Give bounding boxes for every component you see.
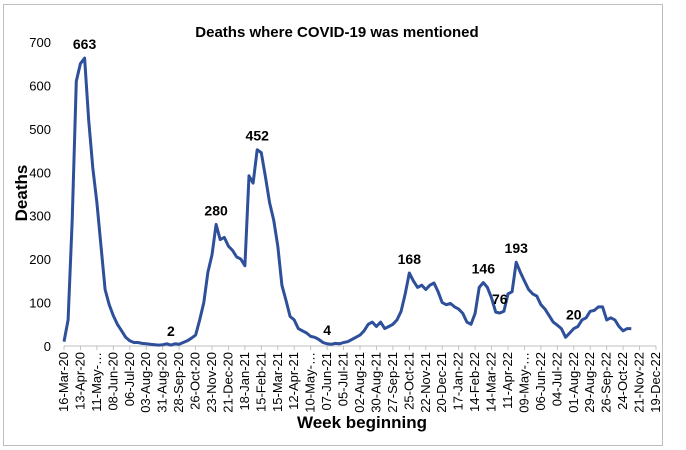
x-tick-label: 01-Aug-22 (566, 352, 581, 413)
x-tick-label: 27-Sep-21 (385, 352, 400, 413)
data-label: 452 (246, 128, 270, 144)
data-label: 4 (323, 322, 331, 338)
x-tick-label: 09-May-… (516, 352, 531, 413)
x-tick-label: 25-Oct-21 (401, 352, 416, 410)
x-tick-label: 08-Jun-20 (105, 352, 120, 411)
y-tick-label: 500 (29, 122, 51, 137)
x-tick-label: 23-Nov-20 (204, 352, 219, 413)
data-label: 193 (505, 240, 529, 256)
x-tick-label: 12-Apr-21 (286, 352, 301, 410)
y-tick-label: 200 (29, 252, 51, 267)
x-tick-label: 31-Aug-20 (155, 352, 170, 413)
x-tick-label: 11-Apr-22 (500, 352, 515, 409)
x-tick-label: 29-Aug-22 (582, 352, 597, 413)
x-tick-label: 10-May-… (303, 352, 318, 413)
data-labels: 663 2 280 452 4 168 146 76 193 20 40 (73, 0, 644, 339)
y-tick-label: 0 (44, 339, 51, 354)
x-tick-label: 03-Aug-20 (138, 352, 153, 413)
data-label: 168 (398, 251, 422, 267)
x-tick-label: 04-Jul-22 (549, 352, 564, 406)
y-tick-label: 100 (29, 296, 51, 311)
y-tick-label: 700 (29, 35, 51, 50)
y-axis: 0 100 200 300 400 500 600 700 (29, 35, 51, 354)
x-tick-label: 21-Dec-20 (220, 352, 235, 413)
chart-title: Deaths where COVID-19 was mentioned (195, 24, 478, 41)
x-tick-label: 11-May-… (89, 352, 104, 412)
x-tick-label: 21-Nov-22 (632, 352, 647, 413)
x-tick-label: 05-Jul-21 (336, 352, 351, 406)
data-label: 20 (566, 307, 582, 323)
y-axis-title: Deaths (12, 165, 31, 222)
data-label: 2 (167, 323, 175, 339)
x-tick-label: 15-Mar-21 (270, 352, 285, 412)
y-tick-label: 600 (29, 78, 51, 93)
x-tick-label: 22-Nov-21 (418, 352, 433, 413)
x-tick-label: 17-Jan-22 (451, 352, 466, 411)
chart-frame (3, 4, 663, 446)
x-axis: 16-Mar-20 13-Apr-20 11-May-… 08-Jun-20 06-Ju… (56, 346, 663, 413)
x-tick-label: 14-Feb-22 (467, 352, 482, 412)
x-tick-label: 26-Oct-20 (188, 352, 203, 410)
x-axis-title: Week beginning (297, 413, 427, 432)
y-tick-label: 300 (29, 209, 51, 224)
x-tick-label: 06-Jul-20 (122, 352, 137, 406)
x-tick-label: 15-Feb-21 (253, 352, 268, 412)
data-label: 40 (628, 0, 644, 3)
x-tick-label: 28-Sep-20 (171, 352, 186, 413)
data-label: 76 (492, 291, 508, 307)
x-tick-label: 18-Jan-21 (237, 352, 252, 411)
series-line (62, 56, 632, 347)
x-tick-label: 16-Mar-20 (56, 352, 71, 412)
x-tick-label: 26-Sep-22 (599, 352, 614, 413)
data-label: 280 (204, 202, 228, 218)
y-tick-label: 400 (29, 165, 51, 180)
data-label: 146 (472, 261, 496, 277)
x-tick-label: 30-Aug-21 (368, 352, 383, 413)
x-tick-label: 02-Aug-21 (352, 352, 367, 413)
x-tick-label: 06-Jun-22 (533, 352, 548, 411)
x-tick-label: 24-Oct-22 (615, 352, 630, 410)
x-tick-label: 14-Mar-22 (484, 352, 499, 412)
x-tick-label: 13-Apr-20 (72, 352, 87, 410)
x-tick-label: 20-Dec-21 (434, 352, 449, 413)
x-tick-label: 07-Jun-21 (319, 352, 334, 411)
data-label: 663 (73, 36, 97, 52)
x-tick-label: 19-Dec-22 (648, 352, 663, 413)
